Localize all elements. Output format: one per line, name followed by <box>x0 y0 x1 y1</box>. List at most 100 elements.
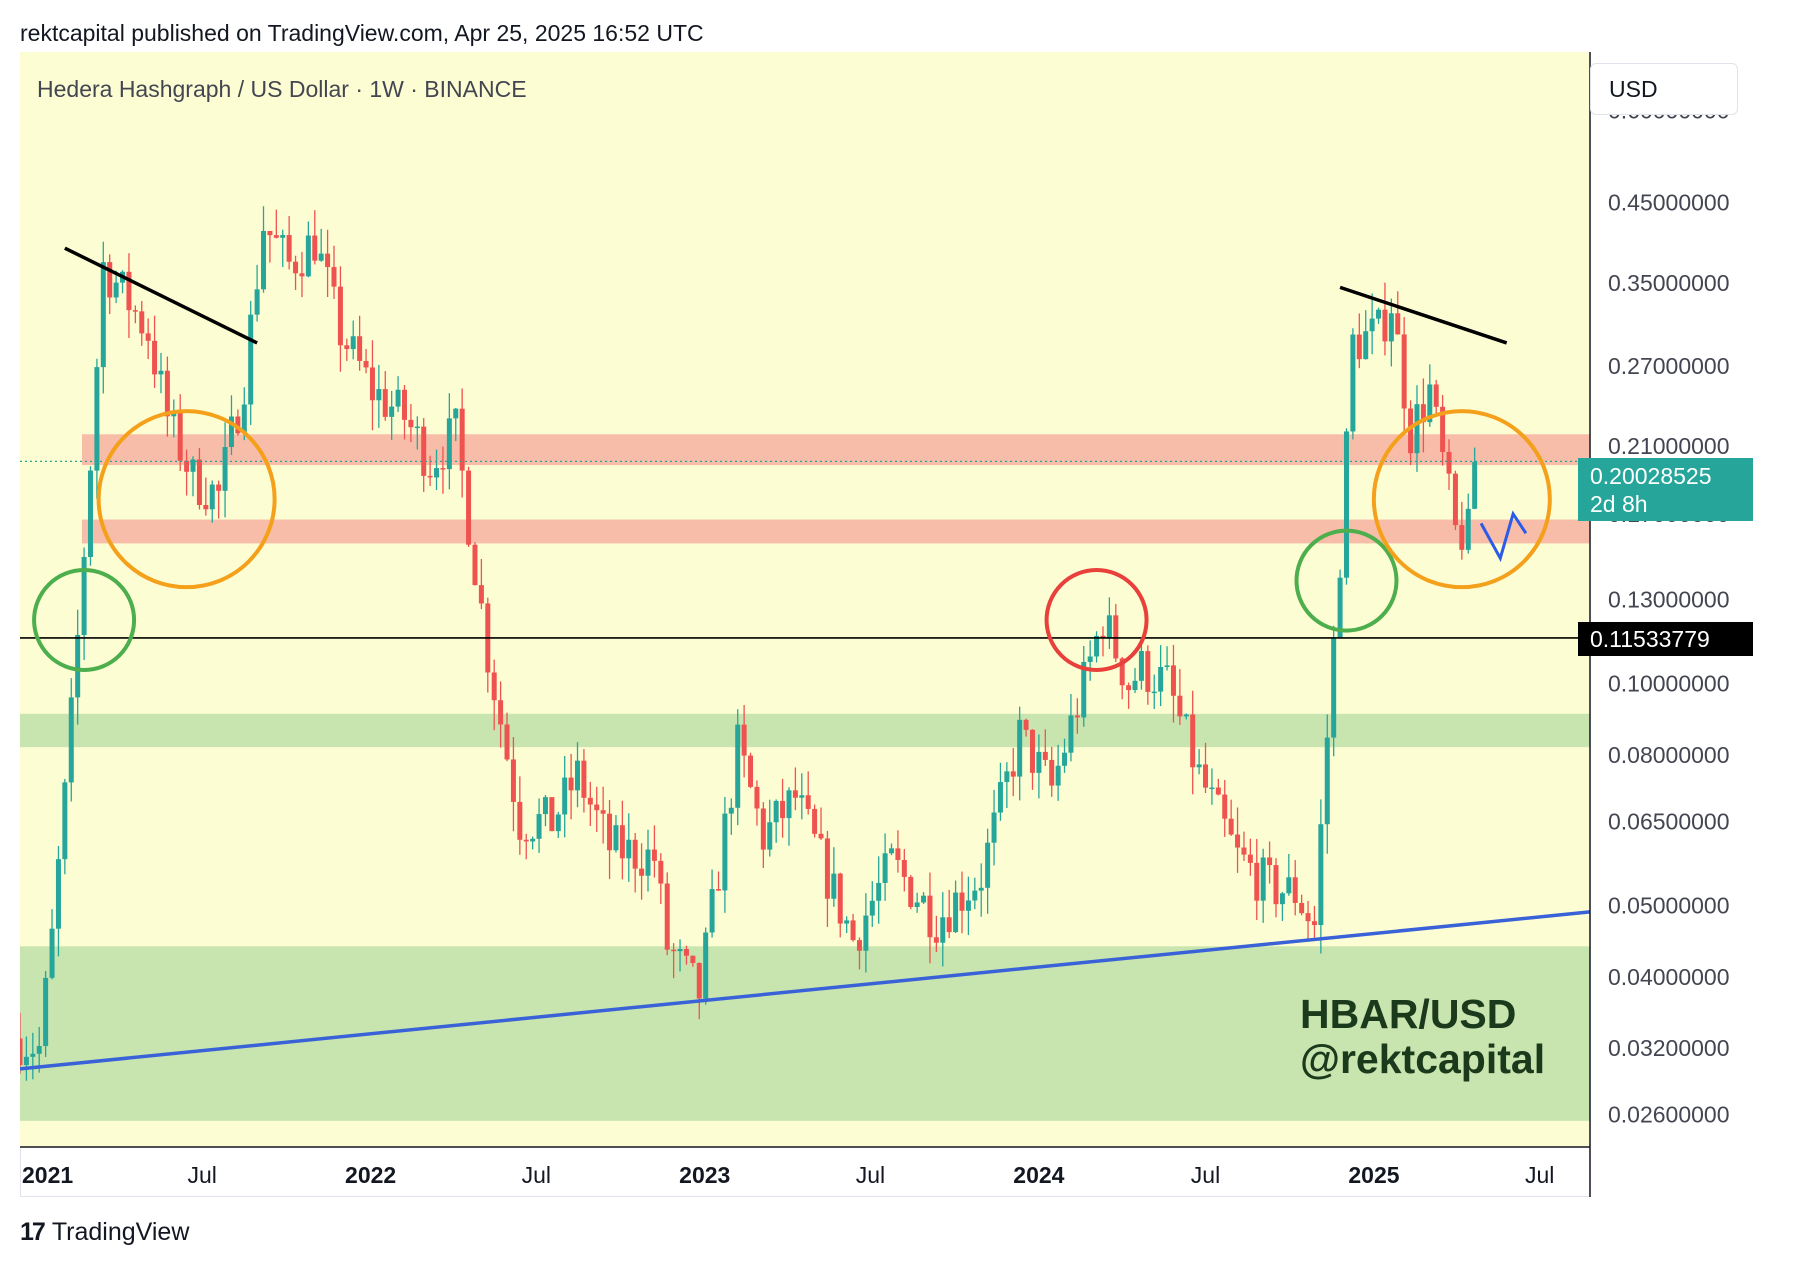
candle-body <box>382 389 388 417</box>
candles-group <box>20 206 1478 1081</box>
candle-body <box>23 1056 29 1066</box>
candle-body <box>1363 331 1369 360</box>
candle-body <box>421 426 427 476</box>
candle-body <box>254 289 260 315</box>
x-tick-label: 2021 <box>22 1162 73 1188</box>
candle-body <box>209 484 215 510</box>
candle-body <box>651 849 657 861</box>
candle-body <box>132 310 138 312</box>
candle-body <box>55 859 61 929</box>
candle-body <box>1106 615 1112 638</box>
candle-body <box>901 859 907 877</box>
candle-body <box>318 253 324 261</box>
candle-body <box>1055 765 1061 786</box>
candle-body <box>715 889 721 891</box>
watermark-author: @rektcapital <box>1300 1036 1546 1082</box>
candle-body <box>305 235 311 277</box>
candle-body <box>1465 508 1471 550</box>
candle-body <box>1337 577 1343 638</box>
candle-body <box>1119 658 1125 686</box>
candle-body <box>293 261 299 274</box>
candle-body <box>1049 759 1055 786</box>
candle-body <box>799 795 805 798</box>
candle-body <box>1318 824 1324 926</box>
candle-body <box>100 262 106 368</box>
candle-body <box>414 426 420 429</box>
candle-body <box>75 634 81 698</box>
candle-body <box>1068 715 1074 753</box>
trendline-0 <box>64 246 258 345</box>
candle-body <box>20 1038 23 1066</box>
currency-selector[interactable]: USD <box>1590 63 1738 115</box>
candle-body <box>1247 854 1253 863</box>
candle-body <box>1094 635 1100 657</box>
candle-body <box>498 700 504 725</box>
candle-body <box>562 777 568 815</box>
candle-body <box>555 814 561 832</box>
candle-body <box>831 873 837 899</box>
candle-body <box>1440 406 1446 452</box>
candle-body <box>30 1053 36 1057</box>
candle-body <box>530 838 536 842</box>
candle-body <box>1081 661 1087 718</box>
candle-body <box>824 838 830 899</box>
y-tick-label: 0.03200000 <box>1608 1035 1730 1061</box>
candle-body <box>1452 473 1458 526</box>
candle-body <box>1183 714 1189 717</box>
candle-body <box>946 917 952 933</box>
candle-body <box>312 235 318 261</box>
highlight-circle-4 <box>1371 409 1552 590</box>
candle-body <box>1260 857 1266 901</box>
candle-body <box>113 282 119 298</box>
candle-body <box>517 801 523 840</box>
y-tick-label: 0.21000000 <box>1608 433 1730 459</box>
resistance-zone-1 <box>82 519 1590 544</box>
candle-body <box>792 790 798 798</box>
trendline-1 <box>1339 285 1508 345</box>
candle-body <box>741 724 747 756</box>
candle-body <box>632 839 638 869</box>
x-tick-label: 2025 <box>1348 1162 1399 1188</box>
candle-body <box>1343 431 1349 578</box>
tradingview-brand[interactable]: 17 TradingView <box>20 1218 189 1247</box>
y-tick-label: 0.08000000 <box>1608 742 1730 768</box>
candle-body <box>81 556 87 635</box>
candle-body <box>1004 771 1010 783</box>
candle-body <box>1433 384 1439 407</box>
candle-body <box>190 459 196 472</box>
candle-body <box>216 484 222 491</box>
candle-body <box>594 804 600 811</box>
candle-body <box>536 814 542 839</box>
candle-body <box>1209 787 1215 790</box>
candle-body <box>818 833 824 839</box>
candle-body <box>1017 719 1023 777</box>
candle-body <box>369 367 375 401</box>
level-price-tag: 0.11533779 <box>1578 622 1753 656</box>
x-tick-label: Jul <box>522 1162 551 1188</box>
candle-body <box>1324 737 1330 825</box>
x-tick-label: 2024 <box>1013 1162 1064 1188</box>
candle-body <box>241 404 247 434</box>
candle-body <box>549 797 555 832</box>
candle-body <box>921 895 927 903</box>
candle-body <box>908 876 914 908</box>
candle-body <box>248 314 254 405</box>
candle-body <box>466 470 472 545</box>
candle-body <box>671 949 677 952</box>
candle-body <box>280 235 286 238</box>
candle-body <box>203 504 209 510</box>
candle-body <box>895 848 901 860</box>
price-chart[interactable]: 0.600000000.450000000.350000000.27000000… <box>20 52 1753 1197</box>
candle-body <box>222 447 228 491</box>
candle-body <box>933 937 939 943</box>
candle-body <box>709 889 715 933</box>
candle-body <box>1158 666 1164 692</box>
candle-body <box>1170 665 1176 696</box>
candle-body <box>1388 313 1394 342</box>
support-zone-2 <box>20 713 1590 748</box>
candle-body <box>1029 729 1035 773</box>
candle-body <box>985 842 991 888</box>
candle-body <box>677 949 683 952</box>
candle-body <box>1100 635 1106 638</box>
candle-body <box>581 760 587 798</box>
